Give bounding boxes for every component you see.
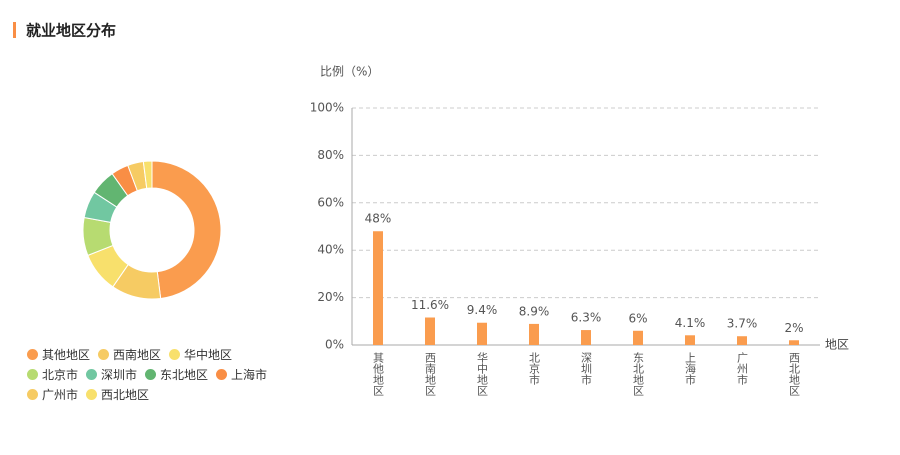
legend-item[interactable]: 北京市 bbox=[27, 367, 79, 382]
y-tick-label: 100% bbox=[310, 101, 344, 115]
legend-swatch bbox=[98, 348, 110, 360]
y-tick-label: 60% bbox=[317, 195, 344, 209]
legend-item[interactable]: 广州市 bbox=[27, 387, 79, 402]
bar bbox=[373, 231, 383, 345]
legend-swatch bbox=[86, 388, 98, 400]
legend-label: 北京市 bbox=[42, 367, 79, 382]
x-tick-label: 西南地区 bbox=[424, 352, 437, 396]
x-axis-title: 地区 bbox=[825, 338, 849, 352]
y-tick-label: 80% bbox=[317, 148, 344, 162]
legend-swatch bbox=[27, 388, 38, 400]
legend-label: 其他地区 bbox=[42, 347, 91, 362]
y-axis-title: 比例（%） bbox=[320, 65, 379, 79]
value-label: 8.9% bbox=[519, 304, 550, 318]
legend-swatch bbox=[169, 348, 181, 360]
legend-swatch bbox=[27, 348, 38, 360]
pie-slice bbox=[142, 160, 153, 189]
title-accent bbox=[13, 22, 16, 38]
value-label: 2% bbox=[784, 321, 803, 335]
value-label: 9.4% bbox=[467, 303, 498, 317]
legend-label: 西南地区 bbox=[113, 347, 162, 362]
value-label: 6.3% bbox=[571, 311, 602, 325]
x-tick-label: 上海市 bbox=[684, 352, 697, 386]
bar bbox=[789, 340, 799, 345]
legend-item[interactable]: 华中地区 bbox=[169, 347, 233, 362]
legend-item[interactable]: 其他地区 bbox=[27, 347, 91, 362]
legend-swatch bbox=[216, 368, 228, 380]
legend-item[interactable]: 深圳市 bbox=[86, 367, 138, 382]
bar bbox=[425, 317, 435, 345]
legend-label: 东北地区 bbox=[160, 367, 209, 382]
value-label: 6% bbox=[628, 311, 647, 325]
value-label: 3.7% bbox=[727, 317, 758, 331]
x-tick-label: 北京市 bbox=[528, 352, 541, 386]
legend-label: 广州市 bbox=[42, 387, 79, 402]
legend-item[interactable]: 东北地区 bbox=[145, 367, 209, 382]
x-tick-label: 广州市 bbox=[736, 352, 749, 386]
legend-item[interactable]: 西北地区 bbox=[86, 387, 150, 402]
legend-swatch bbox=[86, 368, 98, 380]
legend-swatch bbox=[27, 368, 38, 380]
legend-item[interactable]: 上海市 bbox=[216, 367, 268, 382]
value-label: 4.1% bbox=[675, 316, 706, 330]
legend-item[interactable]: 西南地区 bbox=[98, 347, 162, 362]
y-tick-label: 0% bbox=[325, 338, 344, 352]
legend-label: 深圳市 bbox=[101, 367, 138, 382]
x-tick-label: 深圳市 bbox=[580, 352, 593, 386]
legend-swatch bbox=[145, 368, 157, 380]
value-label: 48% bbox=[365, 212, 392, 226]
x-tick-label: 西北地区 bbox=[788, 352, 801, 396]
bar bbox=[477, 322, 487, 345]
bar bbox=[581, 330, 591, 345]
bar bbox=[737, 336, 747, 345]
legend-label: 上海市 bbox=[231, 367, 268, 382]
pie-slice bbox=[151, 160, 222, 300]
x-tick-label: 东北地区 bbox=[632, 352, 645, 396]
x-tick-label: 华中地区 bbox=[476, 351, 489, 396]
x-tick-label: 其他地区 bbox=[372, 352, 385, 396]
bar bbox=[633, 330, 643, 345]
bar bbox=[529, 323, 539, 345]
page-title: 就业地区分布 bbox=[26, 22, 116, 40]
legend-label: 华中地区 bbox=[184, 347, 233, 362]
y-tick-label: 20% bbox=[317, 290, 344, 304]
value-label: 11.6% bbox=[411, 298, 449, 312]
legend-label: 西北地区 bbox=[101, 387, 150, 402]
y-tick-label: 40% bbox=[317, 243, 344, 257]
bar bbox=[685, 335, 695, 345]
legend: 其他地区 西南地区 华中地区北京市 深圳市 东北地区 上海市广州市 西北地区 bbox=[27, 347, 287, 407]
